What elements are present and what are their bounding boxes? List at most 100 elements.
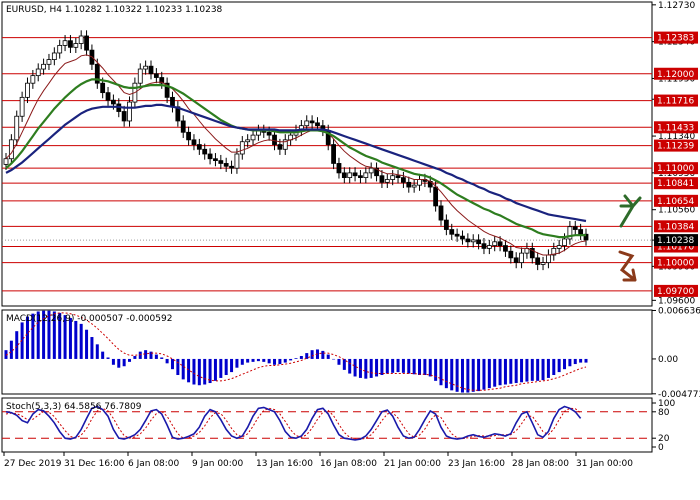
candle-body (513, 257, 519, 263)
macd-bar (74, 320, 78, 359)
macd-bar (305, 353, 309, 359)
level-tag (654, 194, 698, 207)
candle-body (556, 245, 562, 249)
candle-body (438, 205, 444, 221)
macd-panel-frame (1, 309, 653, 395)
candle-body (347, 172, 353, 179)
candle-body (19, 96, 25, 117)
candle-body (390, 175, 396, 180)
candle-body (250, 134, 256, 141)
stoch-d-line (5, 407, 581, 441)
candle-body (508, 250, 514, 259)
macd-bar (289, 358, 293, 361)
candle-body (304, 120, 310, 127)
stoch-header: Stoch(5,3,3) 64.5856 76.7809 (6, 402, 142, 412)
macd-bar (256, 358, 260, 362)
candle-body (341, 172, 347, 179)
level-label: 1.10170 (657, 243, 694, 253)
macd-y-tick-label: -0.004773 (658, 390, 700, 400)
candle-body (572, 226, 578, 230)
level-tag (654, 162, 698, 175)
candle-body (433, 186, 439, 207)
macd-bar (294, 358, 298, 359)
candle-body (218, 160, 224, 164)
x-tick-label: 6 Jan 08:00 (128, 459, 180, 469)
stoch-y-tick-label: 80 (658, 408, 670, 418)
macd-bar (52, 311, 56, 359)
candle-body (25, 82, 30, 98)
macd-bar (520, 358, 524, 383)
macd-bar (235, 358, 239, 368)
candle-body (223, 163, 229, 167)
level-label: 1.12383 (657, 34, 694, 44)
x-tick-label: 31 Jan 00:00 (576, 459, 633, 469)
candle-body (73, 43, 79, 48)
candle-body (519, 252, 524, 263)
moving-average-line (5, 103, 587, 223)
macd-bar (133, 356, 137, 359)
price-y-tick-label: 1.11340 (658, 132, 695, 142)
candle-body (315, 122, 320, 127)
candle-body (395, 175, 401, 179)
candle-body (191, 139, 197, 145)
candle-body (562, 238, 567, 246)
level-label: 1.11239 (657, 142, 694, 152)
macd-bar (187, 358, 191, 383)
level-label: 1.11716 (657, 97, 694, 107)
candle-body (331, 144, 336, 164)
candle-body (449, 229, 455, 235)
macd-bar (487, 358, 491, 389)
candle-body (143, 65, 149, 70)
macd-bar (160, 357, 164, 359)
macd-bar (240, 358, 244, 365)
macd-bar (122, 358, 126, 367)
macd-bar (498, 358, 502, 386)
candle-body (62, 40, 68, 46)
candle-body (35, 68, 41, 77)
level-tag (654, 177, 698, 190)
candle-body (186, 131, 191, 141)
candle-body (78, 35, 84, 44)
price-header: EURUSD, H4 1.10282 1.10322 1.10233 1.102… (6, 5, 223, 15)
macd-bar (170, 358, 174, 370)
price-y-tick-label: 1.12730 (658, 1, 695, 11)
macd-bar (482, 358, 486, 390)
candle-body (358, 175, 363, 179)
candle-body (374, 167, 379, 177)
macd-bar (412, 358, 416, 375)
candle-body (465, 238, 471, 243)
candle-body (239, 141, 245, 155)
candle-body (454, 233, 460, 237)
candle-body (379, 175, 385, 183)
macd-bar (348, 358, 352, 374)
level-label: 1.12000 (657, 70, 694, 80)
macd-bar (584, 358, 588, 363)
macd-bar (310, 350, 314, 359)
macd-bar (25, 316, 29, 359)
stoch-k-line (5, 405, 582, 441)
macd-bar (208, 358, 212, 384)
level-label: 1.09700 (657, 287, 694, 297)
candle-body (3, 158, 9, 165)
candle-body (30, 75, 36, 84)
macd-bar (321, 350, 325, 359)
x-tick-label: 23 Jan 16:00 (448, 459, 505, 469)
macd-bar (541, 358, 545, 381)
x-tick-label: 28 Jan 08:00 (512, 459, 569, 469)
macd-bar (213, 358, 217, 381)
macd-bar (47, 310, 51, 359)
macd-bar (273, 358, 277, 365)
candle-body (170, 96, 175, 108)
macd-bar (63, 315, 67, 359)
macd-bar (117, 358, 121, 368)
candle-body (540, 262, 546, 265)
macd-y-tick-label: 0.006636 (658, 306, 700, 316)
macd-bar (557, 358, 561, 373)
candle-body (535, 257, 541, 265)
x-tick-label: 16 Jan 08:00 (320, 459, 377, 469)
stoch-y-tick-label: 0 (658, 443, 664, 453)
macd-bar (477, 358, 481, 392)
current-price-label: 1.10238 (657, 236, 694, 246)
candle-body (159, 77, 165, 84)
